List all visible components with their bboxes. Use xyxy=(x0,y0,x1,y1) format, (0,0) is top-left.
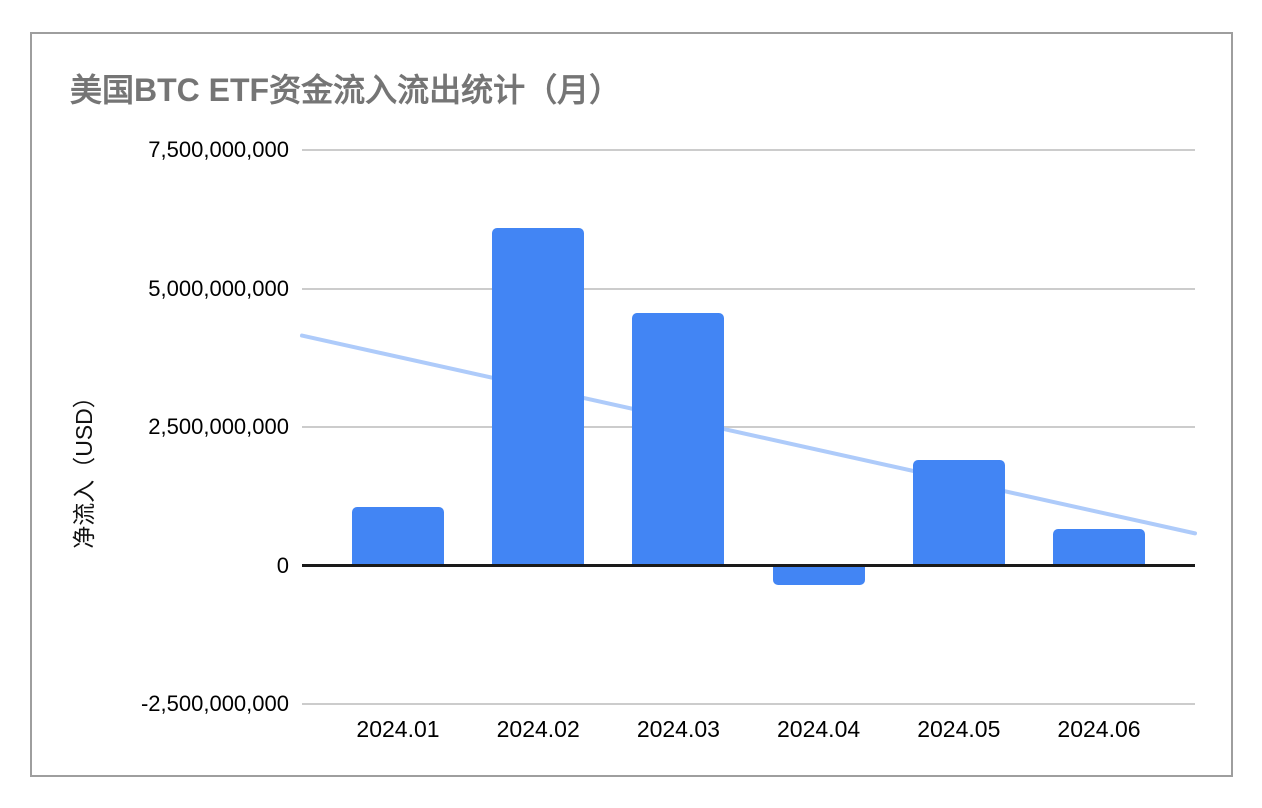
chart-card: 美国BTC ETF资金流入流出统计（月） 净流入（USD） 7,500,000,… xyxy=(30,32,1233,777)
gridline xyxy=(302,149,1195,151)
y-tick-label: 5,000,000,000 xyxy=(148,275,289,301)
x-axis-zero-line xyxy=(302,564,1195,567)
bar-2024.04[interactable] xyxy=(772,565,865,585)
y-tick-label: -2,500,000,000 xyxy=(140,691,289,716)
bar-2024.01[interactable] xyxy=(352,507,444,566)
x-tick-label: 2024.01 xyxy=(356,716,440,742)
bar-2024.05[interactable] xyxy=(912,460,1005,566)
gridline xyxy=(302,703,1195,705)
x-tick-label: 2024.03 xyxy=(636,716,720,742)
x-tick-label: 2024.02 xyxy=(496,716,580,742)
gridline xyxy=(302,287,1195,290)
bar-2024.02[interactable] xyxy=(492,227,585,566)
y-tick-label: 0 xyxy=(276,552,289,578)
x-tick-label: 2024.06 xyxy=(1057,716,1141,742)
x-tick-label: 2024.05 xyxy=(917,716,1001,742)
bar-2024.03[interactable] xyxy=(632,313,725,566)
bar-2024.06[interactable] xyxy=(1053,529,1145,566)
chart-title: 美国BTC ETF资金流入流出统计（月） xyxy=(70,72,622,108)
trendline-segment xyxy=(300,333,1197,536)
y-axis-title: 净流入（USD） xyxy=(71,385,97,549)
gridline xyxy=(302,426,1195,428)
x-tick-label: 2024.04 xyxy=(777,716,861,742)
y-tick-label: 7,500,000,000 xyxy=(148,137,289,162)
y-tick-label: 2,500,000,000 xyxy=(148,414,289,439)
